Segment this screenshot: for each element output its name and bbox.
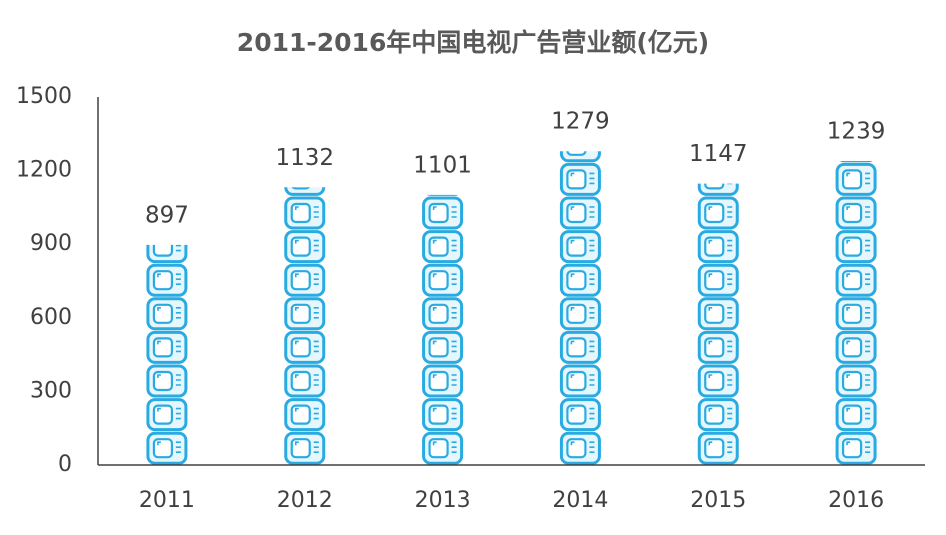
y-tick-label: 900 xyxy=(30,231,72,256)
x-tick-label: 2015 xyxy=(690,488,746,513)
x-tick-label: 2016 xyxy=(828,488,884,513)
y-tick-label: 0 xyxy=(58,452,72,477)
tv-icon xyxy=(146,297,188,331)
tv-icon xyxy=(559,431,601,465)
tv-icon xyxy=(835,196,877,230)
tv-icon xyxy=(559,162,601,196)
tv-icon xyxy=(559,398,601,432)
tv-icon xyxy=(559,196,601,230)
tv-icon xyxy=(284,196,326,230)
tv-icon xyxy=(422,297,464,331)
tv-icon xyxy=(835,230,877,264)
bar xyxy=(284,187,326,465)
tv-icon xyxy=(284,297,326,331)
bar xyxy=(697,183,739,465)
tv-icon xyxy=(835,398,877,432)
bar xyxy=(559,151,601,465)
value-label: 1279 xyxy=(551,109,610,135)
tv-icon xyxy=(146,330,188,364)
value-label: 1101 xyxy=(413,152,472,178)
tv-icon xyxy=(559,330,601,364)
value-label: 1239 xyxy=(827,119,886,145)
tv-icon xyxy=(559,364,601,398)
x-tick-label: 2014 xyxy=(552,488,608,513)
tv-icon xyxy=(559,263,601,297)
tv-icon xyxy=(146,431,188,465)
value-label: 1147 xyxy=(689,141,748,167)
chart-title: 2011-2016年中国电视广告营业额(亿元) xyxy=(237,28,709,57)
tv-icon xyxy=(422,398,464,432)
tv-icon xyxy=(284,263,326,297)
tv-icon xyxy=(559,297,601,331)
value-label: 897 xyxy=(145,202,189,228)
tv-icon xyxy=(284,431,326,465)
tv-icon xyxy=(835,263,877,297)
tv-icon xyxy=(284,398,326,432)
tv-icon xyxy=(697,183,739,196)
tv-icon xyxy=(697,230,739,264)
tv-icon xyxy=(146,398,188,432)
bar xyxy=(146,244,188,465)
x-tick-label: 2012 xyxy=(277,488,333,513)
tv-icon xyxy=(422,364,464,398)
tv-icon xyxy=(835,431,877,465)
tv-icon xyxy=(559,151,601,163)
tv-icon xyxy=(422,330,464,364)
tv-icon xyxy=(284,230,326,264)
tv-icon xyxy=(422,431,464,465)
y-tick-label: 600 xyxy=(30,305,72,330)
y-tick-label: 1500 xyxy=(16,84,72,109)
bar xyxy=(422,194,464,465)
tv-icon xyxy=(697,297,739,331)
bar xyxy=(835,161,877,465)
value-label: 1132 xyxy=(275,145,334,171)
tv-icon xyxy=(835,297,877,331)
x-tick-label: 2011 xyxy=(139,488,195,513)
tv-icon xyxy=(697,196,739,230)
tv-icon xyxy=(146,263,188,297)
tv-icon xyxy=(697,431,739,465)
tv-icon xyxy=(697,364,739,398)
tv-icon xyxy=(835,330,877,364)
tv-icon xyxy=(697,330,739,364)
tv-icon xyxy=(146,244,188,264)
tv-icon xyxy=(835,364,877,398)
tv-icon xyxy=(146,364,188,398)
y-tick-label: 300 xyxy=(30,378,72,403)
x-tick-label: 2013 xyxy=(415,488,471,513)
tv-icon xyxy=(559,230,601,264)
tv-icon xyxy=(422,196,464,230)
tv-icon xyxy=(835,162,877,196)
tv-icon xyxy=(697,263,739,297)
tv-icon xyxy=(284,330,326,364)
tv-icon xyxy=(284,364,326,398)
tv-icon xyxy=(422,230,464,264)
tv-icon xyxy=(422,263,464,297)
tv-icon xyxy=(697,398,739,432)
y-tick-label: 1200 xyxy=(16,158,72,183)
